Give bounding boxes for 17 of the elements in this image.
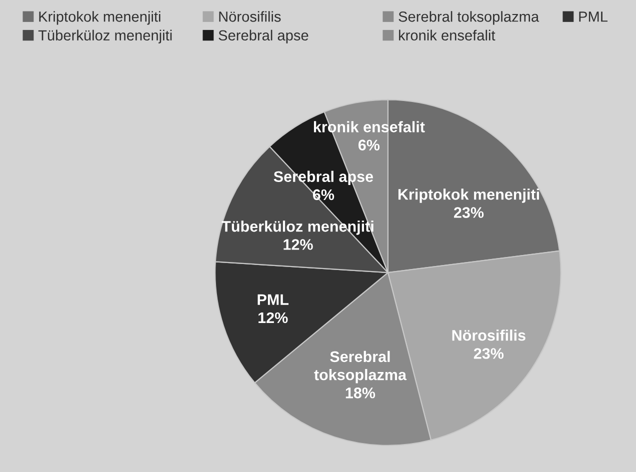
slice-label: Nörosifilis <box>452 330 526 341</box>
data-label: 18% <box>346 388 376 398</box>
data-label: 12% <box>258 312 288 324</box>
slice-label: Kriptokok menenjiti <box>398 188 539 203</box>
data-label: 23% <box>474 348 504 359</box>
legend-label: Kriptokok menenjiti <box>39 11 160 25</box>
legend-label: Serebral apse <box>218 30 308 44</box>
legend-label: Serebral toksoplazma <box>398 11 540 25</box>
slice-label: PML <box>258 294 289 305</box>
legend-label: Tüberküloz menenjiti <box>38 30 172 44</box>
slice-label: Serebral toksoplazma <box>314 350 407 384</box>
data-label: 6% <box>358 140 380 150</box>
legend-label: Nörosifilis <box>219 11 281 22</box>
legend-label: kronik ensefalit <box>399 30 496 41</box>
data-label: 12% <box>284 239 313 250</box>
data-label: 23% <box>454 207 484 218</box>
legend-label: PML <box>579 12 608 22</box>
